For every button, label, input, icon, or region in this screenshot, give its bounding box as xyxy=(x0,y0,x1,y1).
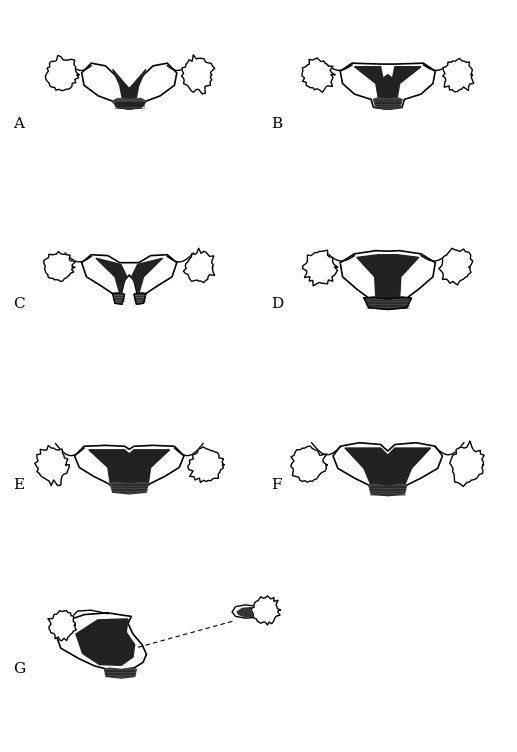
Text: B: B xyxy=(271,117,283,131)
Polygon shape xyxy=(184,248,215,283)
Polygon shape xyxy=(82,63,177,109)
Polygon shape xyxy=(333,443,443,491)
Text: E: E xyxy=(13,478,24,492)
Polygon shape xyxy=(302,250,338,286)
Polygon shape xyxy=(56,613,146,670)
Polygon shape xyxy=(181,55,215,94)
Polygon shape xyxy=(35,445,69,486)
Polygon shape xyxy=(113,99,146,109)
Polygon shape xyxy=(134,293,146,305)
Polygon shape xyxy=(237,608,259,617)
Polygon shape xyxy=(357,255,390,300)
Polygon shape xyxy=(450,441,484,487)
Polygon shape xyxy=(104,668,136,678)
Polygon shape xyxy=(82,255,177,297)
Polygon shape xyxy=(355,67,421,99)
Polygon shape xyxy=(364,297,412,310)
Polygon shape xyxy=(439,248,473,285)
Polygon shape xyxy=(373,98,402,109)
Polygon shape xyxy=(89,450,170,484)
Polygon shape xyxy=(251,596,280,625)
Text: A: A xyxy=(13,117,24,131)
Polygon shape xyxy=(76,619,134,666)
Polygon shape xyxy=(443,59,474,92)
Polygon shape xyxy=(113,69,146,99)
Polygon shape xyxy=(302,58,334,92)
Polygon shape xyxy=(291,446,327,482)
Polygon shape xyxy=(48,611,76,641)
Polygon shape xyxy=(44,252,76,281)
Polygon shape xyxy=(45,56,79,91)
Polygon shape xyxy=(132,258,162,293)
Polygon shape xyxy=(385,255,419,300)
Polygon shape xyxy=(340,63,435,109)
Polygon shape xyxy=(74,445,184,490)
Polygon shape xyxy=(369,484,407,496)
Polygon shape xyxy=(110,483,148,494)
Polygon shape xyxy=(96,258,127,293)
Polygon shape xyxy=(188,447,224,483)
Text: C: C xyxy=(13,297,24,311)
Text: G: G xyxy=(13,662,25,676)
Polygon shape xyxy=(113,293,125,305)
Text: D: D xyxy=(271,297,284,311)
Polygon shape xyxy=(340,250,435,305)
Polygon shape xyxy=(232,605,264,618)
Polygon shape xyxy=(345,448,431,487)
Text: F: F xyxy=(271,478,282,492)
